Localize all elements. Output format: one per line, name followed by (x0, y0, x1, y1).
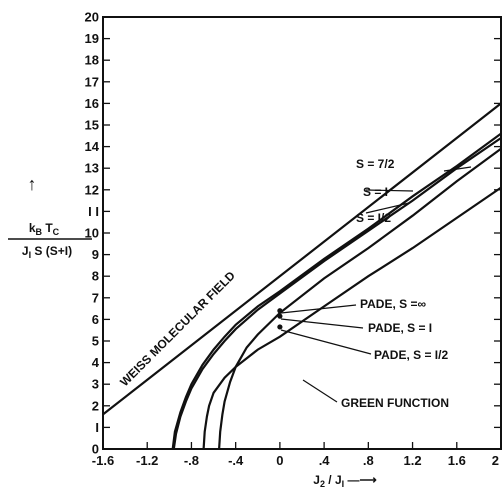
y-tick-label: 8 (92, 269, 99, 284)
leader-line-4 (280, 318, 364, 329)
x-tick-label: 1.2 (404, 453, 422, 468)
y-tick-label: I I (88, 204, 99, 219)
y-tick-label: 13 (85, 161, 99, 176)
leader-line-6 (302, 379, 338, 403)
y-tick-label: 5 (92, 334, 99, 349)
annotation-0: S = 7/2 (356, 157, 395, 171)
y-label-arrow: ↑ (28, 174, 37, 194)
series-line-1 (171, 132, 502, 450)
y-tick-label: I (95, 420, 99, 435)
series-curves (102, 102, 502, 450)
annotation-1: S = I (363, 185, 388, 199)
y-tick-label: 14 (85, 139, 100, 154)
series-line-3 (218, 147, 502, 450)
x-tick-label: -.8 (184, 453, 199, 468)
series-line-0 (102, 102, 502, 416)
y-label-numerator: kB TC (29, 221, 60, 237)
x-tick-label: .4 (319, 453, 331, 468)
y-tick-label: 10 (85, 226, 99, 241)
annotation-5: PADE, S = I/2 (374, 348, 448, 362)
leader-line-5 (280, 329, 372, 355)
y-tick-label: 20 (85, 10, 99, 25)
x-tick-label: 0 (276, 453, 283, 468)
weiss-label: WEISS MOLECULAR FIELD (117, 268, 238, 389)
x-tick-label: -1.2 (136, 453, 158, 468)
pade-points (277, 308, 283, 330)
annotation-4: PADE, S = I (368, 321, 432, 335)
pade-point-2 (277, 324, 283, 330)
leader-line-0 (443, 166, 472, 172)
y-axis-label: ↑ kB TC JI S (S+I) (8, 174, 92, 260)
series-line-2 (172, 137, 502, 450)
x-tick-label: -.4 (228, 453, 244, 468)
annotation-3: PADE, S =∞ (360, 297, 426, 311)
y-tick-label: 15 (85, 118, 99, 133)
y-tick-label: 4 (92, 355, 100, 370)
x-axis-label: J2 / JI —⟶ (313, 473, 376, 489)
pade-point-0 (277, 308, 283, 314)
x-tick-label: .8 (363, 453, 374, 468)
y-tick-label: 7 (92, 290, 99, 305)
x-tick-label: -1.6 (92, 453, 114, 468)
y-tick-label: 6 (92, 312, 99, 327)
annotation-2: S = I/2 (356, 211, 391, 225)
y-label-denominator: JI S (S+I) (22, 244, 72, 260)
y-tick-label: 0 (92, 442, 99, 457)
x-tick-label: 2 (492, 453, 499, 468)
annotation-leaders (280, 166, 472, 403)
y-tick-label: 3 (92, 377, 99, 392)
pade-point-1 (277, 313, 283, 319)
x-tick-label: 1.6 (448, 453, 466, 468)
y-tick-label: 17 (85, 74, 99, 89)
y-tick-label: 12 (85, 182, 99, 197)
leader-line-1 (365, 189, 414, 192)
y-tick-label: 2 (92, 398, 99, 413)
y-tick-label: 19 (85, 31, 99, 46)
series-line-4 (202, 186, 502, 450)
y-tick-label: 18 (85, 53, 99, 68)
annotations: S = 7/2 S = I S = I/2 PADE, S =∞ PADE, S = I… (341, 157, 449, 410)
y-tick-label: 9 (92, 247, 99, 262)
leader-line-2 (365, 202, 410, 214)
plot-frame (102, 16, 502, 450)
annotation-6: GREEN FUNCTION (341, 396, 449, 410)
y-tick-label: 16 (85, 96, 99, 111)
leader-line-3 (280, 304, 357, 314)
